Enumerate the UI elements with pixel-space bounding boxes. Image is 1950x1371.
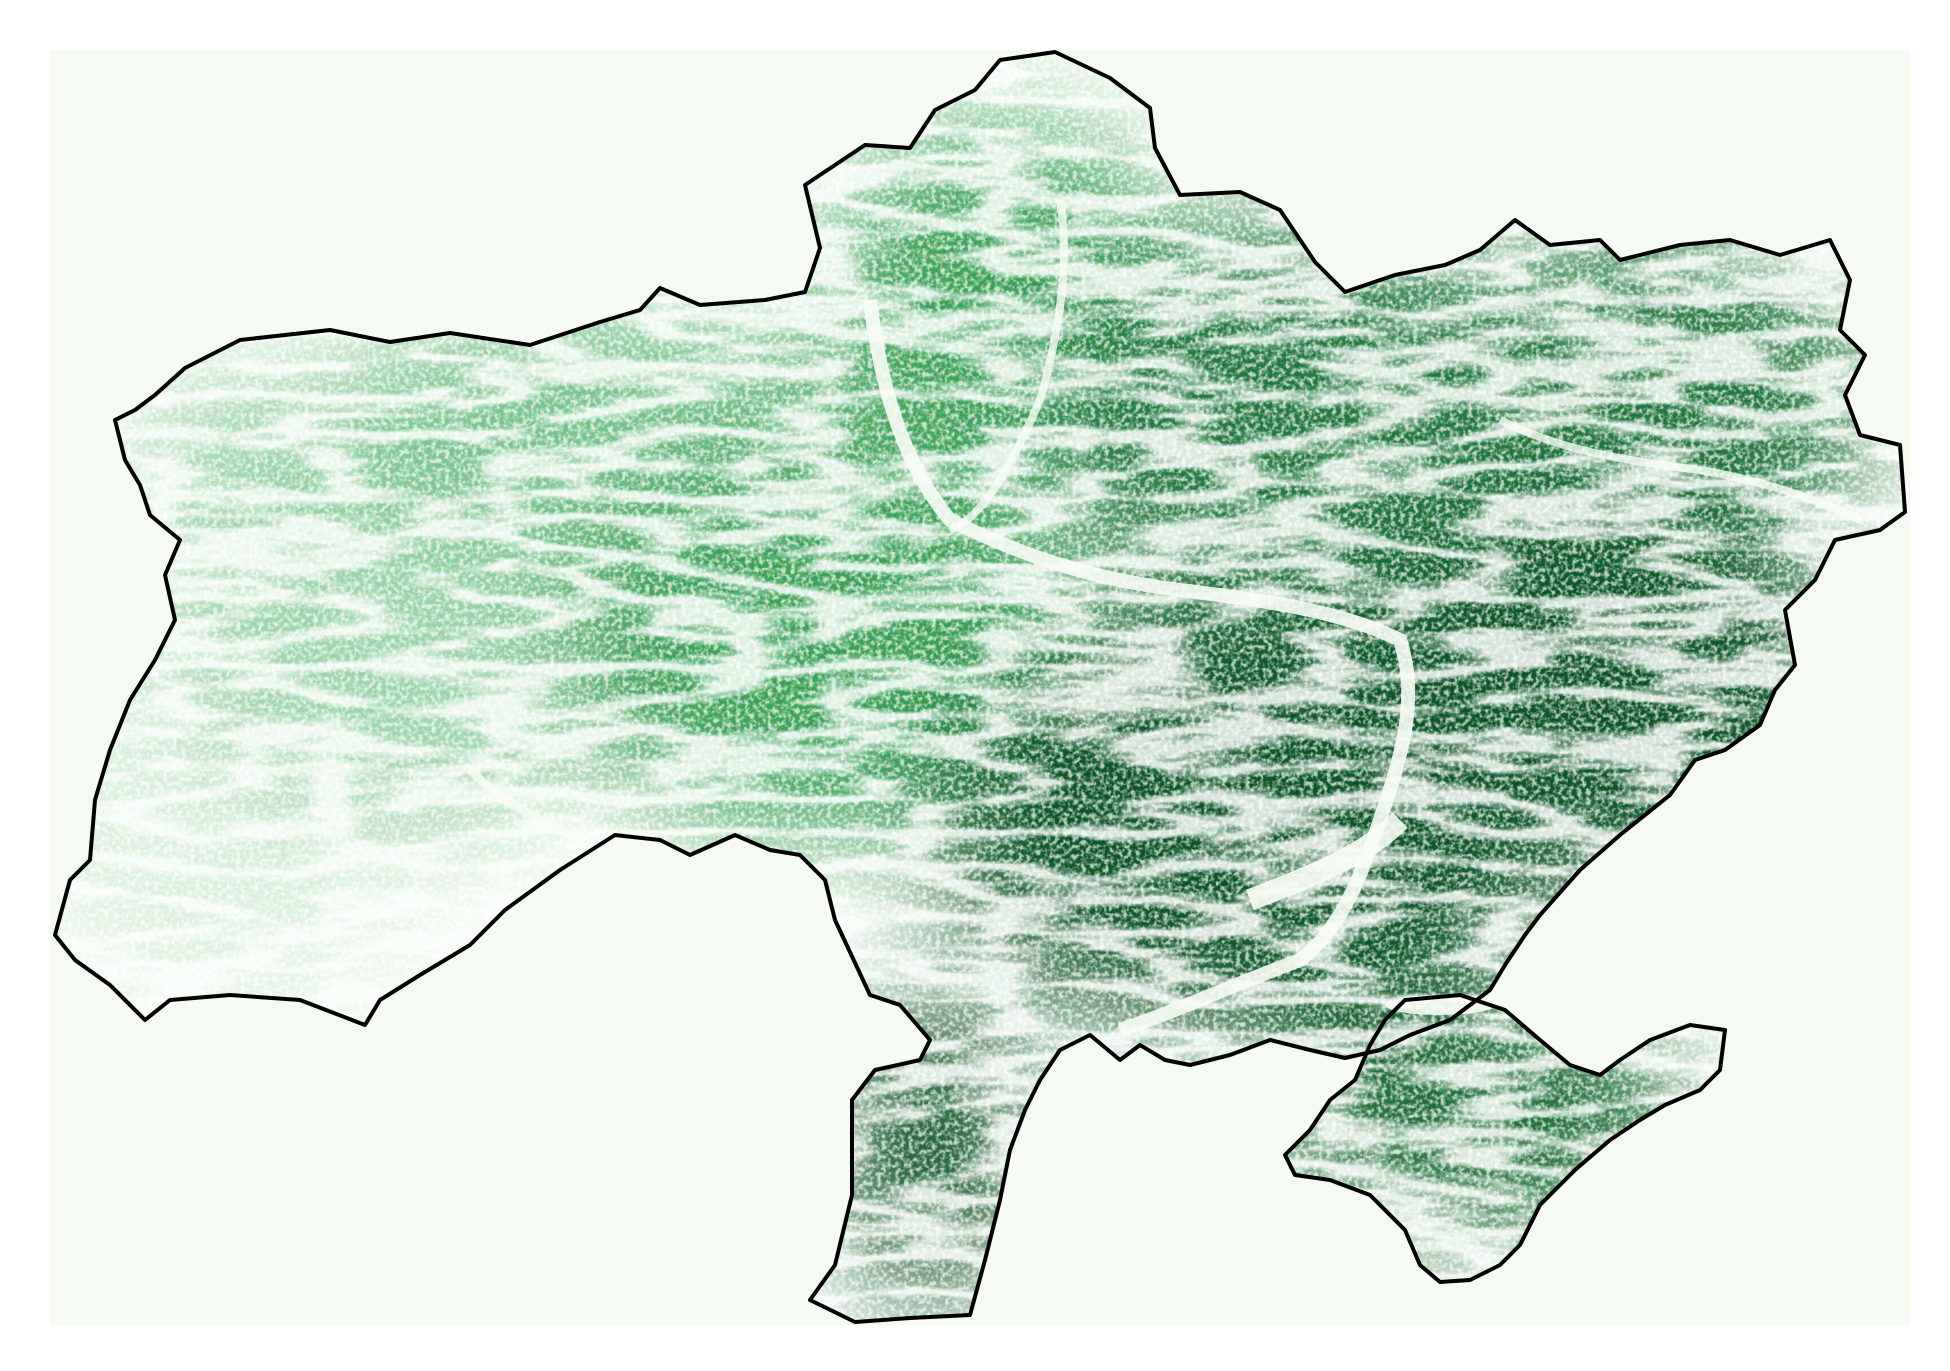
siverskyi-donets bbox=[1498, 416, 1862, 524]
dnipro-river bbox=[863, 299, 1416, 1037]
desna-river bbox=[948, 199, 1068, 534]
kakhovka-reservoir bbox=[1245, 812, 1408, 911]
